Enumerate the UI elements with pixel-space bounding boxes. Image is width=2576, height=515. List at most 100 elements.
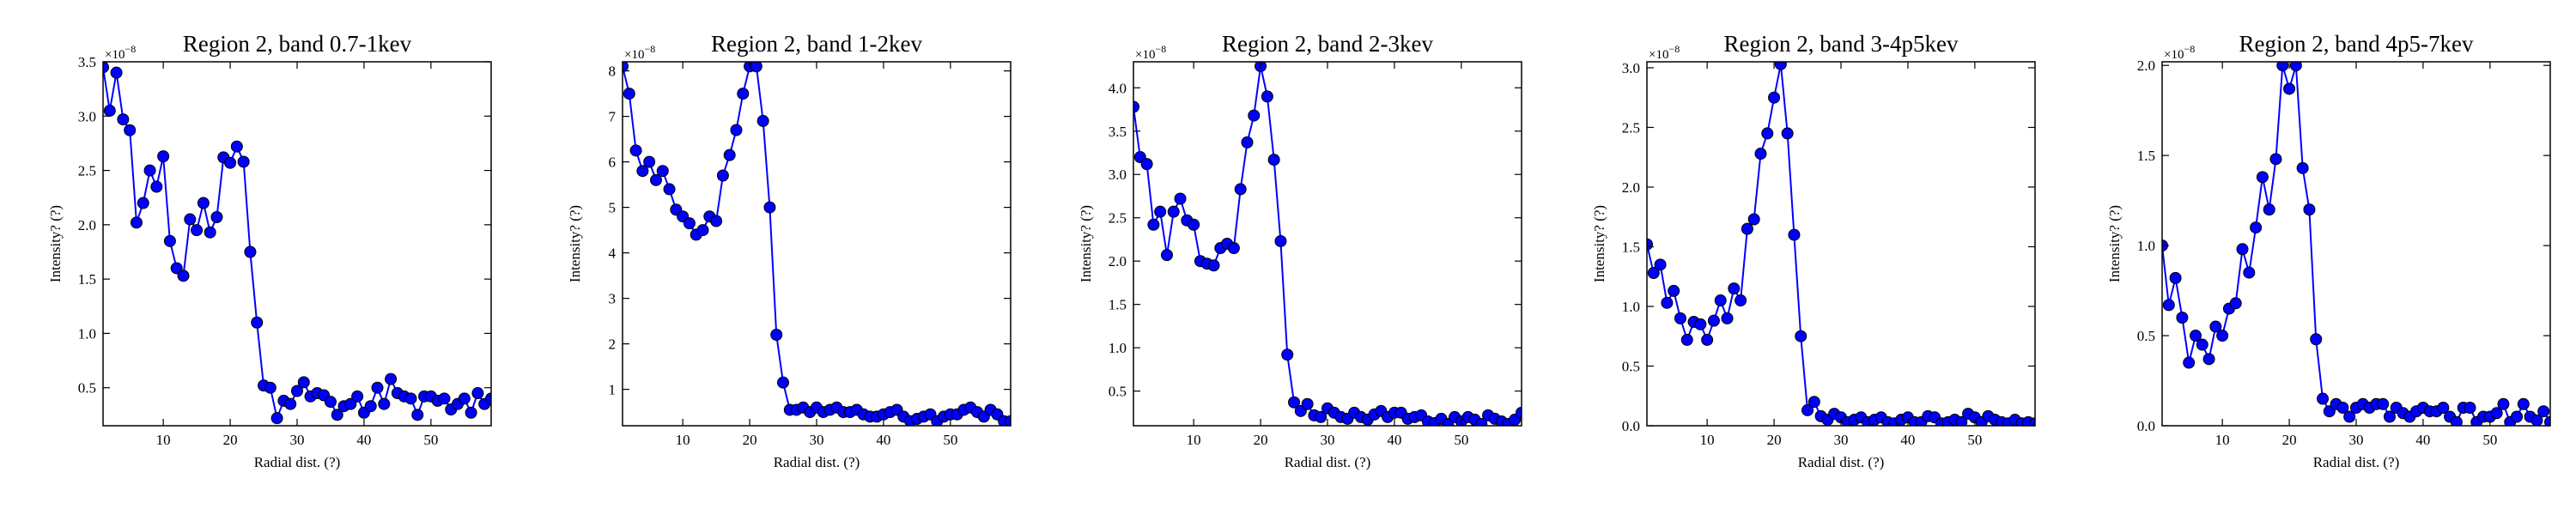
data-point <box>1241 136 1254 148</box>
data-point <box>1754 148 1767 161</box>
data-point <box>224 156 237 169</box>
data-point <box>1714 294 1727 307</box>
data-point <box>2196 338 2208 351</box>
data-point <box>1728 282 1741 295</box>
data-point <box>1207 259 1220 272</box>
data-point <box>1227 242 1240 255</box>
x-axis-label: Radial dist. (?) <box>254 454 341 470</box>
y-tick-label: 2.0 <box>1109 253 1127 270</box>
offset-exponent: −8 <box>2184 43 2195 55</box>
data-point <box>1154 205 1167 218</box>
data-point <box>1668 284 1680 297</box>
x-tick-label: 50 <box>2482 432 2497 448</box>
data-point <box>2517 397 2530 410</box>
data-point <box>636 165 649 178</box>
x-tick-label: 10 <box>1187 432 1201 448</box>
x-tick-label: 30 <box>2349 432 2364 448</box>
data-point <box>2236 243 2249 256</box>
data-point <box>716 169 729 182</box>
data-point <box>1807 396 1820 409</box>
data-point <box>1288 396 1301 409</box>
data-point <box>1647 267 1660 280</box>
series-line <box>2162 64 2550 424</box>
data-point <box>117 113 130 126</box>
data-point <box>204 226 216 239</box>
data-point <box>1761 127 1774 140</box>
series-group <box>103 62 491 425</box>
data-point <box>1674 312 1686 324</box>
y-axis-label: Intensity? (?) <box>1591 205 1607 282</box>
axes-frame <box>2161 61 2551 427</box>
data-point <box>163 234 176 247</box>
data-point <box>2263 203 2275 216</box>
data-point <box>1140 158 1153 171</box>
data-point <box>1741 222 1753 235</box>
x-tick-label: 20 <box>2282 432 2297 448</box>
y-tick-label: 3.0 <box>1622 60 1640 76</box>
data-point <box>656 165 669 178</box>
offset-exponent: −8 <box>125 43 136 55</box>
data-point <box>170 262 183 275</box>
data-point <box>643 155 656 168</box>
data-point <box>264 381 276 394</box>
x-tick-label: 40 <box>356 432 371 448</box>
data-point <box>351 390 364 403</box>
y-offset-text: ×10−8 <box>2164 43 2195 62</box>
data-point <box>2537 405 2550 418</box>
data-point <box>291 385 303 397</box>
x-tick-label: 20 <box>1254 432 1268 448</box>
data-point <box>331 409 343 421</box>
axes-frame <box>1133 61 1522 427</box>
data-point <box>385 373 398 385</box>
data-point <box>143 164 156 177</box>
y-axis-label: Intensity? (?) <box>47 205 64 282</box>
data-point <box>2303 203 2316 216</box>
data-point <box>438 392 451 405</box>
series-group <box>1133 62 1522 426</box>
chart-panel-5: Region 2, band 4p5-7kev 10 20 30 40 50 0.0 0.5 1… <box>2106 31 2551 470</box>
data-point <box>1774 62 1787 70</box>
chart-title: Region 2, band 3-4p5kev <box>1724 31 1959 57</box>
offset-base: ×10 <box>624 48 644 62</box>
data-point <box>237 155 250 168</box>
series-group <box>1647 62 2035 426</box>
data-point <box>2343 410 2356 423</box>
data-point <box>2377 397 2390 410</box>
data-point <box>696 224 709 237</box>
chart-title: Region 2, band 4p5-7kev <box>2239 31 2474 57</box>
data-point <box>184 213 197 226</box>
y-axis-label: Intensity? (?) <box>1078 205 1094 282</box>
data-point <box>2296 161 2309 174</box>
x-tick-label: 20 <box>1767 432 1782 448</box>
data-point <box>1721 312 1734 324</box>
data-point <box>1160 249 1173 262</box>
data-point <box>1167 205 1180 218</box>
y-axis-label: Intensity? (?) <box>567 205 583 282</box>
data-point <box>177 270 190 282</box>
y-tick-label: 0.5 <box>1622 358 1640 374</box>
data-point <box>2189 330 2202 342</box>
data-point <box>157 150 170 163</box>
data-point <box>737 88 750 100</box>
data-point <box>2383 410 2396 423</box>
data-point <box>2511 410 2524 423</box>
y-tick-label: 3.5 <box>78 54 96 70</box>
data-point <box>344 397 357 410</box>
series-group <box>623 62 1011 426</box>
data-point <box>284 397 297 410</box>
data-point <box>471 387 484 400</box>
data-point <box>130 216 143 229</box>
axes-frame <box>622 61 1012 427</box>
data-point <box>1516 406 1522 419</box>
data-point <box>1955 415 1968 426</box>
y-tick-label: 3.0 <box>1109 167 1127 183</box>
data-point <box>458 392 471 405</box>
data-point <box>629 144 642 157</box>
series-line <box>623 65 1011 422</box>
data-point <box>1315 410 1327 423</box>
x-tick-label: 10 <box>676 432 690 448</box>
data-point <box>2450 415 2463 426</box>
x-axis-label: Radial dist. (?) <box>774 454 860 470</box>
data-point <box>756 114 769 127</box>
data-point <box>1267 154 1280 167</box>
